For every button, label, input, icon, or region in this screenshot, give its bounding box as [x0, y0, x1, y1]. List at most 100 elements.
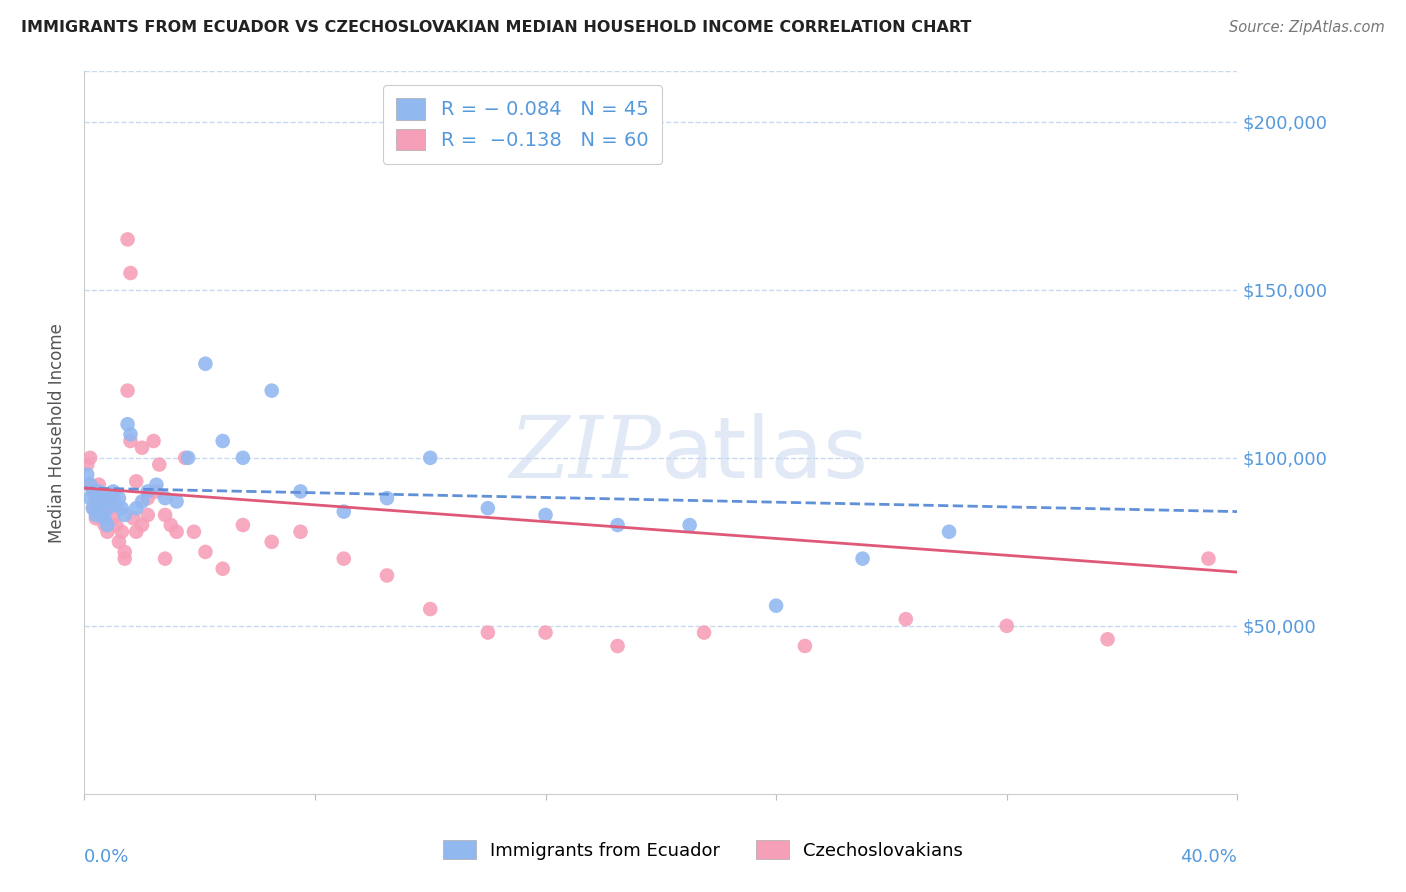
Point [419, 450, 441, 465]
Point [82, 501, 104, 516]
Point [145, 484, 167, 499]
Point [96, 518, 118, 533]
Point [103, 511, 124, 525]
Point [166, 524, 188, 539]
Point [938, 524, 960, 539]
Point [93, 501, 115, 516]
Point [105, 518, 128, 533]
Point [96, 524, 118, 539]
Text: atlas: atlas [661, 413, 869, 496]
Point [894, 612, 917, 626]
Point [136, 491, 159, 505]
Point [117, 384, 139, 398]
Point [606, 639, 628, 653]
Point [84, 511, 107, 525]
Point [114, 545, 136, 559]
Point [260, 384, 283, 398]
Point [131, 494, 153, 508]
Text: Source: ZipAtlas.com: Source: ZipAtlas.com [1229, 20, 1385, 35]
Point [794, 639, 817, 653]
Point [87, 494, 110, 508]
Point [260, 534, 283, 549]
Point [125, 501, 148, 516]
Point [82, 484, 104, 499]
Point [90, 508, 112, 522]
Point [114, 508, 136, 522]
Point [114, 551, 136, 566]
Point [534, 625, 557, 640]
Point [103, 484, 124, 499]
Point [120, 434, 142, 448]
Point [105, 498, 128, 512]
Point [125, 524, 148, 539]
Legend: Immigrants from Ecuador, Czechoslovakians: Immigrants from Ecuador, Czechoslovakian… [436, 832, 970, 867]
Point [98, 491, 121, 505]
Point [995, 619, 1018, 633]
Point [93, 511, 115, 525]
Text: 40.0%: 40.0% [1181, 848, 1237, 866]
Text: IMMIGRANTS FROM ECUADOR VS CZECHOSLOVAKIAN MEDIAN HOUSEHOLD INCOME CORRELATION C: IMMIGRANTS FROM ECUADOR VS CZECHOSLOVAKI… [21, 20, 972, 35]
Point [79, 477, 101, 491]
Point [142, 434, 165, 448]
Point [90, 491, 112, 505]
Point [153, 508, 176, 522]
Point [194, 545, 217, 559]
Point [87, 484, 110, 499]
Point [1097, 632, 1119, 647]
Point [90, 508, 112, 522]
Point [90, 491, 112, 505]
Point [76, 467, 98, 482]
Point [177, 450, 200, 465]
Point [166, 494, 188, 508]
Point [120, 266, 142, 280]
Point [131, 518, 153, 533]
Point [117, 232, 139, 246]
Point [290, 484, 312, 499]
Point [153, 551, 176, 566]
Point [534, 508, 557, 522]
Point [108, 491, 131, 505]
Point [79, 450, 101, 465]
Legend: R = − 0.084   N = 45, R =  −0.138   N = 60: R = − 0.084 N = 45, R = −0.138 N = 60 [382, 85, 662, 164]
Point [606, 518, 628, 533]
Point [693, 625, 716, 640]
Point [375, 568, 398, 582]
Point [148, 458, 170, 472]
Point [131, 441, 153, 455]
Point [1198, 551, 1220, 566]
Point [93, 494, 115, 508]
Point [96, 494, 118, 508]
Point [117, 417, 139, 432]
Text: ZIP: ZIP [509, 413, 661, 496]
Point [96, 501, 118, 516]
Point [108, 534, 131, 549]
Point [153, 491, 176, 505]
Point [136, 508, 159, 522]
Point [84, 491, 107, 505]
Point [103, 491, 124, 505]
Point [333, 505, 356, 519]
Point [232, 518, 254, 533]
Text: 0.0%: 0.0% [84, 848, 129, 866]
Point [375, 491, 398, 505]
Point [87, 477, 110, 491]
Point [183, 524, 205, 539]
Point [477, 625, 499, 640]
Point [87, 501, 110, 516]
Point [290, 524, 312, 539]
Point [111, 501, 134, 516]
Point [174, 450, 197, 465]
Point [211, 434, 233, 448]
Point [111, 524, 134, 539]
Point [122, 511, 145, 525]
Point [194, 357, 217, 371]
Point [84, 494, 107, 508]
Point [211, 562, 233, 576]
Point [79, 491, 101, 505]
Point [160, 518, 183, 533]
Point [852, 551, 875, 566]
Point [765, 599, 787, 613]
Point [136, 484, 159, 499]
Point [477, 501, 499, 516]
Point [79, 477, 101, 491]
